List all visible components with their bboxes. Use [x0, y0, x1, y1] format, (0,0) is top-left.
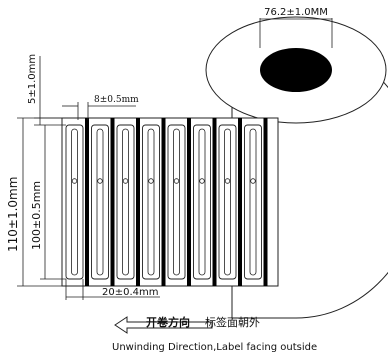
roll-width-label: 110±1.0mm: [6, 177, 20, 252]
gap-bar: [110, 118, 115, 286]
gap-bar: [187, 118, 191, 286]
chip-dot: [199, 178, 205, 184]
chip-dot: [97, 178, 103, 184]
direction-en: Unwinding Direction,Label facing outside: [112, 342, 317, 353]
gap-bar: [136, 118, 140, 286]
direction-arrow: [114, 316, 213, 334]
label-outline: [65, 124, 84, 280]
label-outline: [193, 124, 211, 280]
label-outline: [91, 124, 109, 280]
antenna-slot: [249, 128, 257, 276]
unwinding-direction: 开卷方向 标签面朝外 Unwinding Direction,Label fac…: [112, 315, 317, 353]
label-outline: [218, 124, 237, 280]
antenna-slot: [96, 128, 104, 276]
gap-bar: [85, 118, 89, 286]
chip-dot: [71, 178, 78, 184]
antenna-slot: [122, 128, 129, 276]
direction-cn-secondary: 标签面朝外: [205, 315, 260, 329]
roll-core: [260, 48, 332, 92]
chip-dot: [173, 178, 180, 184]
antenna-slot: [173, 128, 180, 276]
label-outline: [244, 124, 262, 280]
label-outline: [142, 124, 160, 280]
gap-bar: [212, 118, 217, 286]
top-margin-label: 5±1.0mm: [27, 54, 38, 104]
labels-group: [65, 118, 268, 286]
gap-bar: [238, 118, 242, 286]
gap-label: 8±0.5mm: [94, 95, 139, 105]
antenna-slot: [71, 128, 78, 276]
dimension-lines: 5±1.0mm 8±0.5mm 110±1.0mm 100±0.5mm 20±0…: [6, 54, 160, 300]
antenna-slot: [198, 128, 206, 276]
label-height-label: 100±0.5mm: [30, 181, 43, 250]
core-diameter-label: 76.2±1.0MM: [264, 7, 328, 18]
chip-dot: [122, 178, 129, 184]
label-outline: [116, 124, 135, 280]
direction-cn-primary: 开卷方向: [146, 315, 190, 329]
chip-dot: [250, 178, 256, 184]
antenna-slot: [147, 128, 155, 276]
label-outline: [167, 124, 186, 280]
label-strip: [61, 117, 279, 287]
gap-bar: [161, 118, 166, 286]
label-width-label: 20±0.4mm: [102, 287, 159, 298]
chip-dot: [224, 178, 231, 184]
gap-bar: [263, 118, 268, 286]
antenna-slot: [224, 128, 231, 276]
chip-dot: [148, 178, 154, 184]
